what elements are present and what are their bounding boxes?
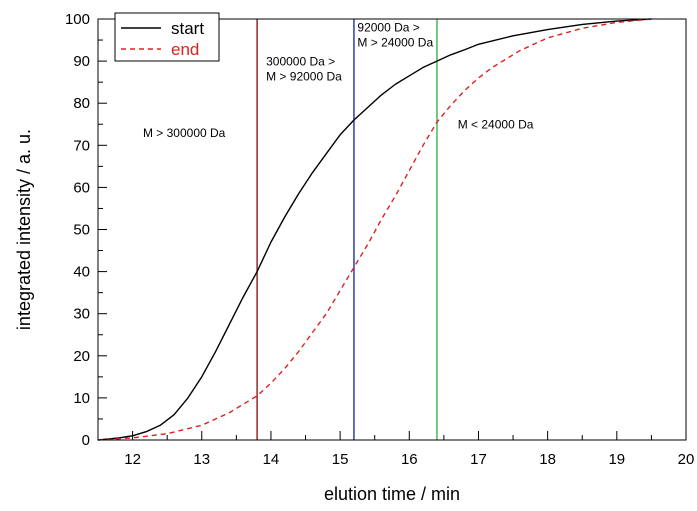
x-tick-label: 20: [678, 451, 695, 468]
legend-label-end: end: [171, 40, 199, 59]
x-tick-label: 19: [608, 451, 625, 468]
y-tick-label: 40: [73, 264, 90, 281]
y-tick-label: 30: [73, 306, 90, 323]
x-tick-label: 12: [124, 451, 141, 468]
x-tick-label: 17: [470, 451, 487, 468]
x-axis-title: elution time / min: [324, 484, 460, 504]
region-label-line: M < 24000 Da: [458, 117, 534, 131]
region-label-4: M < 24000 Da: [458, 117, 534, 131]
legend: start end: [114, 12, 220, 62]
region-label-line: M > 24000 Da: [357, 36, 433, 50]
x-tick-label: 15: [332, 451, 349, 468]
region-label-line: M > 300000 Da: [143, 126, 226, 140]
region-label-line: 92000 Da >: [357, 21, 419, 35]
annotations: M > 300000 Da 300000 Da > M > 92000 Da 9200…: [143, 21, 534, 140]
y-tick-label: 100: [65, 11, 90, 28]
y-tick-label: 50: [73, 222, 90, 239]
y-tick-label: 70: [73, 137, 90, 154]
x-tick-label: 18: [539, 451, 556, 468]
y-tick-label: 90: [73, 53, 90, 70]
y-tick-label: 20: [73, 348, 90, 365]
y-axis-title: integrated intensity / a. u.: [14, 129, 34, 330]
ticks: 12 13 14 15 16 17 18 19 20 0 10 20 30 40 50 60 70 80 90 100: [65, 11, 694, 468]
plot-marks: [97, 18, 652, 441]
x-tick-label: 16: [401, 451, 418, 468]
y-tick-label: 60: [73, 179, 90, 196]
region-label-1: M > 300000 Da: [143, 126, 226, 140]
y-tick-label: 10: [73, 390, 90, 407]
legend-box: [114, 12, 220, 62]
x-tick-label: 14: [263, 451, 280, 468]
region-label-3: 92000 Da > M > 24000 Da: [357, 21, 433, 50]
y-tick-label: 80: [73, 95, 90, 112]
series-line-start: [97, 18, 652, 441]
y-tick-label: 0: [82, 432, 90, 449]
region-label-2: 300000 Da > M > 92000 Da: [266, 54, 342, 83]
legend-label-start: start: [171, 19, 204, 38]
region-label-line: 300000 Da >: [266, 54, 335, 68]
region-label-line: M > 92000 Da: [266, 69, 342, 83]
x-tick-label: 13: [193, 451, 210, 468]
series-line-end: [97, 18, 652, 441]
